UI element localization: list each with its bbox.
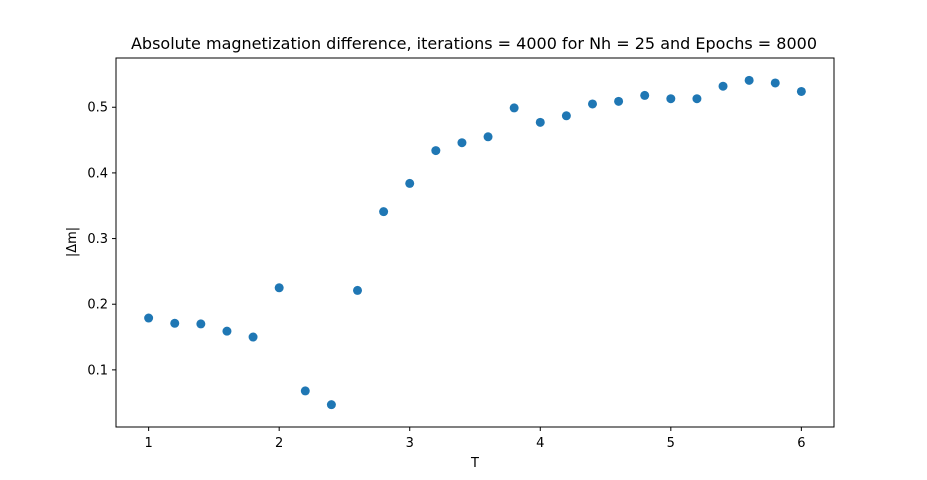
y-axis-label: |Δm| — [65, 227, 80, 257]
y-tick-label: 0.1 — [87, 363, 108, 378]
data-point — [744, 75, 754, 85]
y-tick-label: 0.4 — [87, 166, 108, 181]
data-points — [144, 75, 806, 410]
x-tick-label: 5 — [667, 436, 675, 451]
data-point — [379, 207, 389, 217]
data-point — [666, 94, 676, 104]
data-point — [222, 326, 232, 336]
data-point — [196, 319, 206, 329]
data-point — [535, 117, 545, 127]
data-point — [144, 313, 154, 323]
data-point — [718, 81, 728, 91]
plot-frame — [115, 57, 835, 428]
data-point — [405, 178, 415, 188]
data-point — [326, 400, 336, 410]
data-point — [300, 386, 310, 396]
data-point — [640, 90, 650, 100]
y-tick-label: 0.2 — [87, 298, 108, 313]
data-point — [614, 96, 624, 106]
x-tick-label: 3 — [406, 436, 414, 451]
data-point — [509, 103, 519, 113]
x-axis-label: T — [470, 456, 479, 471]
chart-title: Absolute magnetization difference, itera… — [131, 34, 817, 53]
data-point — [353, 285, 363, 295]
data-point — [587, 99, 597, 109]
data-point — [431, 146, 441, 156]
data-point — [170, 318, 180, 328]
data-point — [274, 283, 284, 293]
y-tick-label: 0.5 — [87, 101, 108, 116]
data-point — [457, 138, 467, 148]
axis-ticks: 1 2 3 4 5 6 0.1 0.2 0.3 0.4 0.5 — [87, 101, 805, 451]
x-tick-label: 2 — [275, 436, 283, 451]
x-tick-label: 6 — [797, 436, 805, 451]
x-tick-label: 1 — [144, 436, 152, 451]
data-point — [770, 78, 780, 88]
data-point — [248, 332, 258, 342]
data-point — [483, 132, 493, 142]
data-point — [561, 111, 571, 121]
data-point — [692, 94, 702, 104]
data-point — [796, 86, 806, 96]
y-tick-label: 0.3 — [87, 232, 108, 247]
x-tick-label: 4 — [536, 436, 544, 451]
